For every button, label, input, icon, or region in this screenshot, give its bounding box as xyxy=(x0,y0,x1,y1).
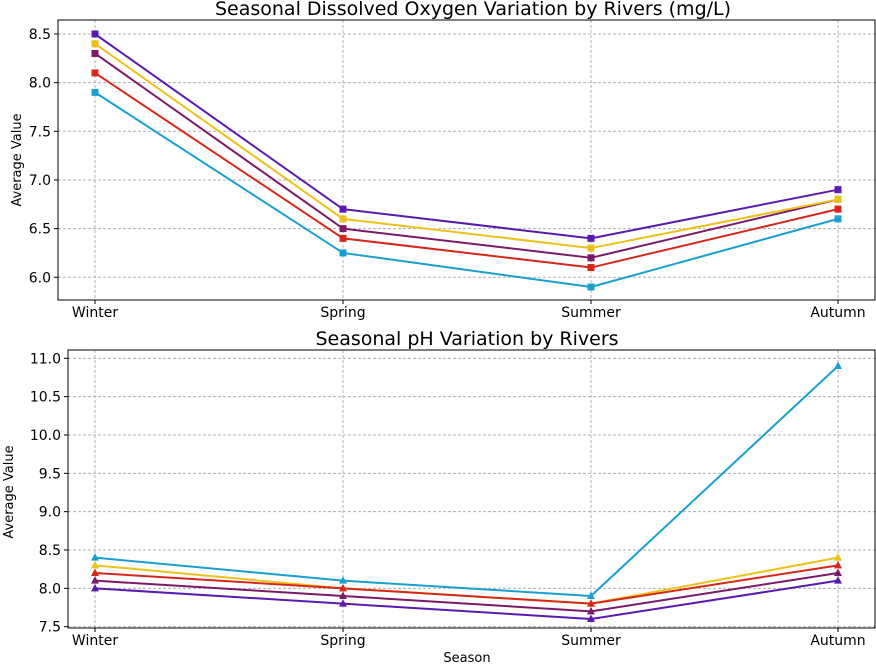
series-4 xyxy=(91,576,842,622)
data-point xyxy=(587,614,595,622)
data-point xyxy=(91,583,99,592)
x-tick-label: Spring xyxy=(320,305,365,321)
data-point xyxy=(91,560,99,569)
series-line xyxy=(94,72,839,269)
y-tick-label: 7.0 xyxy=(29,173,51,189)
chart-title: Seasonal pH Variation by Rivers xyxy=(315,328,618,350)
data-point xyxy=(587,591,595,599)
series-line xyxy=(94,579,839,620)
data-point xyxy=(91,568,99,576)
x-ticks: Winter Spring Summer Autumn xyxy=(72,300,866,321)
plot-frame xyxy=(57,19,876,301)
data-point xyxy=(834,560,842,569)
series-line xyxy=(94,564,839,605)
y-tick-label: 8.5 xyxy=(39,543,61,559)
y-tick-label: 6.0 xyxy=(29,270,51,286)
data-point xyxy=(587,254,595,262)
data-point xyxy=(587,234,595,242)
data-point xyxy=(834,195,842,203)
y-tick-label: 11.0 xyxy=(30,351,61,367)
data-point xyxy=(587,244,595,252)
series-line xyxy=(94,33,839,240)
chart-title: Seasonal Dissolved Oxygen Variation by R… xyxy=(215,0,731,20)
ph-chart: Seasonal pH Variation by Rivers Average … xyxy=(2,328,876,666)
data-point xyxy=(834,215,842,223)
data-point xyxy=(834,576,842,584)
gridlines xyxy=(58,20,876,300)
do-chart: Seasonal Dissolved Oxygen Variation by R… xyxy=(10,0,876,321)
data-point xyxy=(91,30,99,38)
y-tick-label: 8.0 xyxy=(29,76,51,92)
data-point xyxy=(339,205,347,213)
y-tick-label: 6.5 xyxy=(29,222,51,238)
series-line xyxy=(94,91,839,288)
data-point xyxy=(91,88,99,96)
data-point xyxy=(834,186,842,194)
data-point xyxy=(834,553,842,561)
data-point xyxy=(339,599,347,607)
x-ticks: Winter Spring Summer Autumn xyxy=(72,628,866,649)
series-line xyxy=(94,42,839,250)
data-point xyxy=(587,606,595,615)
y-tick-label: 7.5 xyxy=(39,620,61,636)
y-tick-label: 10.5 xyxy=(30,390,61,406)
data-point xyxy=(91,40,99,48)
y-tick-label: 9.5 xyxy=(39,466,61,482)
plot-frame xyxy=(67,349,876,629)
y-axis-label: Average Value xyxy=(2,445,17,538)
x-tick-label: Summer xyxy=(561,633,621,649)
series-line xyxy=(94,365,839,597)
series-3 xyxy=(91,40,842,252)
x-tick-label: Spring xyxy=(320,633,365,649)
y-tick-label: 10.0 xyxy=(30,428,61,444)
data-point xyxy=(339,225,347,233)
data-point xyxy=(339,234,347,242)
x-tick-label: Winter xyxy=(72,633,118,649)
data-point xyxy=(91,553,99,561)
data-point xyxy=(339,215,347,223)
series-4 xyxy=(91,30,842,242)
data-point xyxy=(834,361,842,369)
series-line xyxy=(94,52,839,259)
series-2 xyxy=(91,49,842,262)
data-point xyxy=(91,576,99,584)
y-tick-label: 9.0 xyxy=(39,505,61,521)
data-point xyxy=(587,599,595,607)
data-point xyxy=(339,249,347,257)
x-axis-label: Season xyxy=(443,651,490,666)
data-point xyxy=(834,568,842,576)
data-point xyxy=(339,591,347,599)
series-0 xyxy=(91,88,842,291)
series-1 xyxy=(91,69,842,272)
x-tick-label: Autumn xyxy=(810,305,865,321)
x-tick-label: Summer xyxy=(561,305,621,321)
y-ticks: 6.0 6.5 7.0 7.5 8.0 8.5 xyxy=(29,27,58,286)
data-point xyxy=(587,264,595,272)
y-axis-label: Average Value xyxy=(10,113,25,206)
data-point xyxy=(339,583,347,592)
data-point xyxy=(91,69,99,77)
y-tick-label: 7.5 xyxy=(29,124,51,140)
y-tick-label: 8.5 xyxy=(29,27,51,43)
x-tick-label: Winter xyxy=(72,305,118,321)
data-point xyxy=(834,205,842,213)
data-point xyxy=(339,576,347,584)
series-line xyxy=(94,572,839,613)
y-tick-label: 8.0 xyxy=(39,581,61,597)
series-2 xyxy=(91,560,842,607)
data-point xyxy=(91,49,99,57)
data-point xyxy=(587,283,595,291)
x-tick-label: Autumn xyxy=(810,633,865,649)
series-0 xyxy=(91,361,842,599)
series-3 xyxy=(91,568,842,615)
y-ticks: 7.5 8.0 8.5 9.0 9.5 10.0 10.5 11.0 xyxy=(30,351,68,636)
